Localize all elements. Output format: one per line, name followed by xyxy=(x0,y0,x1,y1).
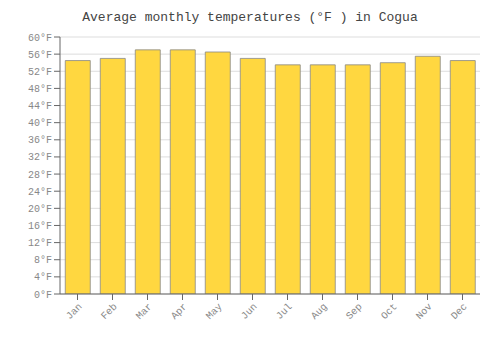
svg-text:52°F: 52°F xyxy=(28,67,52,78)
svg-text:0°F: 0°F xyxy=(34,290,52,301)
svg-text:60°F: 60°F xyxy=(28,33,52,44)
svg-text:12°F: 12°F xyxy=(28,238,52,249)
svg-text:Jun: Jun xyxy=(239,301,260,322)
svg-text:56°F: 56°F xyxy=(28,50,52,61)
svg-text:20°F: 20°F xyxy=(28,204,52,215)
svg-text:36°F: 36°F xyxy=(28,135,52,146)
svg-text:Mar: Mar xyxy=(134,301,155,322)
svg-text:Dec: Dec xyxy=(449,301,470,322)
html-text:Average monthly temperatures (: Average monthly temperatures (°F ) in Co… xyxy=(82,10,418,25)
svg-text:Jul: Jul xyxy=(274,301,295,322)
svg-text:Apr: Apr xyxy=(169,301,190,322)
svg-text:8°F: 8°F xyxy=(34,255,52,266)
svg-text:Aug: Aug xyxy=(309,301,330,322)
svg-text:May: May xyxy=(204,301,225,322)
svg-text:Feb: Feb xyxy=(99,301,120,322)
svg-text:4°F: 4°F xyxy=(34,272,52,283)
svg-text:40°F: 40°F xyxy=(28,118,52,129)
svg-text:44°F: 44°F xyxy=(28,101,52,112)
svg-text:Nov: Nov xyxy=(414,301,435,322)
svg-text:16°F: 16°F xyxy=(28,221,52,232)
svg-text:Sep: Sep xyxy=(344,301,365,322)
svg-text:28°F: 28°F xyxy=(28,170,52,181)
svg-text:Jan: Jan xyxy=(64,301,85,322)
svg-text:32°F: 32°F xyxy=(28,152,52,163)
svg-text:24°F: 24°F xyxy=(28,187,52,198)
svg-text:48°F: 48°F xyxy=(28,84,52,95)
svg-text:Oct: Oct xyxy=(379,301,400,322)
